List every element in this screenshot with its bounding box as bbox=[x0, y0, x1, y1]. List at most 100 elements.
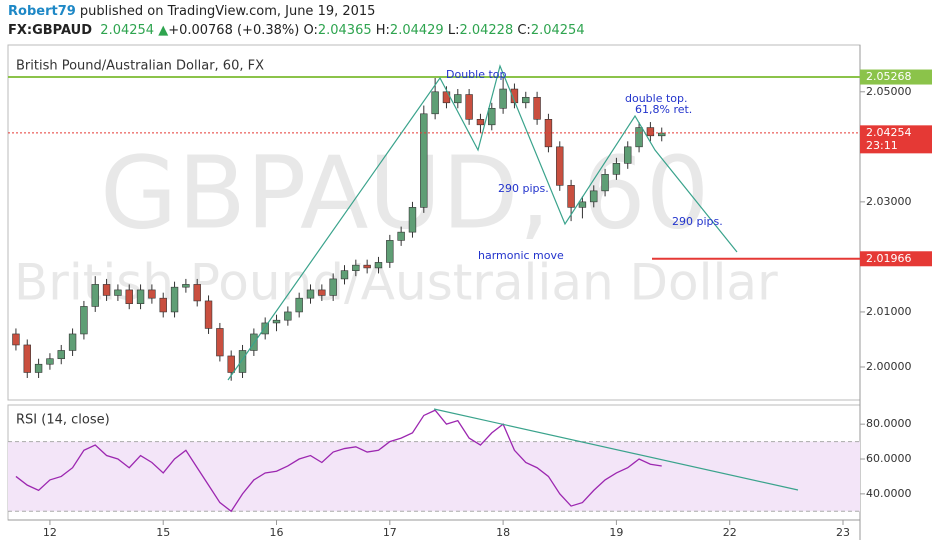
candle-body bbox=[102, 284, 111, 296]
published: published on TradingView.com, June 19, 2… bbox=[79, 4, 376, 19]
candle-body bbox=[23, 344, 31, 373]
candle-body bbox=[454, 94, 462, 104]
candle-body bbox=[57, 350, 65, 360]
countdown: 23:11 bbox=[866, 139, 898, 152]
quote-line: FX:GBPAUD 2.04254 ▲+0.00768 (+0.38%) O:2… bbox=[8, 21, 928, 40]
candle-body bbox=[658, 132, 666, 137]
candle-body bbox=[91, 284, 99, 307]
candle-body bbox=[80, 306, 88, 335]
candle-body bbox=[476, 119, 485, 126]
candle-body bbox=[136, 289, 145, 304]
price-label: 2.04254 bbox=[866, 126, 912, 139]
candle-body bbox=[522, 96, 530, 104]
x-tick-label: 23 bbox=[836, 526, 850, 539]
candle-body bbox=[397, 231, 405, 241]
y-tick-label: 2.00000 bbox=[866, 360, 912, 373]
candle-body bbox=[193, 284, 201, 302]
rsi-trend-line bbox=[433, 408, 799, 491]
candle-body bbox=[635, 127, 643, 148]
up-arrow: ▲ bbox=[158, 23, 169, 38]
rsi-title: RSI (14, close) bbox=[16, 413, 110, 428]
price-label-bg bbox=[860, 251, 932, 267]
price-label: 2.05268 bbox=[866, 70, 912, 83]
annotation: 290 pips. bbox=[498, 182, 549, 195]
header: Robert79 published on TradingView.com, J… bbox=[8, 2, 928, 40]
l-label: L: bbox=[447, 23, 460, 38]
annotation: Double top bbox=[446, 68, 507, 81]
last-price: 2.04254 bbox=[100, 23, 155, 38]
x-tick-label: 18 bbox=[496, 526, 510, 539]
x-tick-label: 19 bbox=[609, 526, 623, 539]
candle-body bbox=[159, 297, 167, 313]
candle-body bbox=[318, 289, 326, 296]
symbol: FX:GBPAUD bbox=[8, 23, 93, 38]
candle-body bbox=[227, 355, 235, 373]
author[interactable]: Robert79 bbox=[8, 4, 76, 19]
candle-body bbox=[510, 88, 519, 104]
h-value: 2.04429 bbox=[389, 23, 444, 38]
x-tick-label: 15 bbox=[156, 526, 170, 539]
candle-body bbox=[578, 201, 587, 208]
annotation: harmonic move bbox=[478, 249, 564, 262]
candle-body bbox=[499, 88, 507, 109]
price-label: 2.01966 bbox=[866, 252, 912, 265]
x-tick-label: 12 bbox=[43, 526, 57, 539]
y-tick-label: 2.05000 bbox=[866, 85, 912, 98]
candle-body bbox=[182, 284, 190, 288]
candle-body bbox=[601, 174, 609, 192]
candle-body bbox=[284, 311, 292, 321]
candle-body bbox=[204, 300, 213, 329]
annotation: 61,8% ret. bbox=[635, 103, 692, 116]
x-tick-label: 16 bbox=[270, 526, 284, 539]
candle-body bbox=[431, 91, 439, 115]
c-label: C: bbox=[517, 23, 531, 38]
candle-body bbox=[646, 127, 655, 137]
candle-body bbox=[306, 289, 315, 299]
y-tick-label: 2.01000 bbox=[866, 305, 912, 318]
candle-body bbox=[340, 270, 349, 280]
candle-body bbox=[465, 94, 473, 120]
candle-body bbox=[420, 113, 428, 208]
candle-body bbox=[261, 322, 269, 335]
candle-body bbox=[352, 264, 360, 271]
candle-body bbox=[34, 363, 43, 373]
series-layer: 2.00000 2.01000 2.03000 2.05000 12 15 16 17 18 19… bbox=[8, 69, 932, 539]
l-value: 2.04228 bbox=[459, 23, 514, 38]
candle-body bbox=[408, 207, 417, 233]
y-tick-label: 40.0000 bbox=[866, 487, 912, 500]
x-tick-label: 17 bbox=[383, 526, 397, 539]
candle-body bbox=[148, 289, 156, 299]
candle-body bbox=[12, 333, 20, 346]
rsi-band bbox=[8, 441, 860, 512]
candle-body bbox=[556, 146, 564, 186]
candle-body bbox=[533, 96, 541, 120]
y-tick-label: 2.03000 bbox=[866, 195, 912, 208]
candle-body bbox=[488, 107, 496, 126]
candle-body bbox=[612, 163, 621, 175]
candle-body bbox=[125, 289, 133, 304]
candle-body bbox=[590, 190, 598, 203]
candle-body bbox=[295, 297, 303, 313]
candle-body bbox=[114, 289, 122, 296]
h-label: H: bbox=[375, 23, 390, 38]
annotation: 290 pips. bbox=[672, 215, 723, 228]
candle-body bbox=[46, 358, 54, 365]
candle-body bbox=[238, 350, 247, 373]
x-tick-label: 22 bbox=[723, 526, 737, 539]
o-value: 2.04365 bbox=[317, 23, 372, 38]
pane-title: British Pound/Australian Dollar, 60, FX bbox=[16, 59, 264, 74]
candle-body bbox=[170, 286, 179, 313]
change: +0.00768 (+0.38%) bbox=[168, 23, 300, 38]
c-value: 2.04254 bbox=[530, 23, 585, 38]
price-label-bg bbox=[860, 125, 932, 154]
candle-body bbox=[567, 185, 575, 208]
y-tick-label: 80.0000 bbox=[866, 417, 912, 430]
candle-body bbox=[624, 146, 632, 164]
y-tick-label: 60.0000 bbox=[866, 452, 912, 465]
publish-line: Robert79 published on TradingView.com, J… bbox=[8, 2, 928, 21]
candle-body bbox=[363, 264, 371, 269]
price-label-bg bbox=[860, 69, 932, 85]
o-label: O: bbox=[303, 23, 318, 38]
